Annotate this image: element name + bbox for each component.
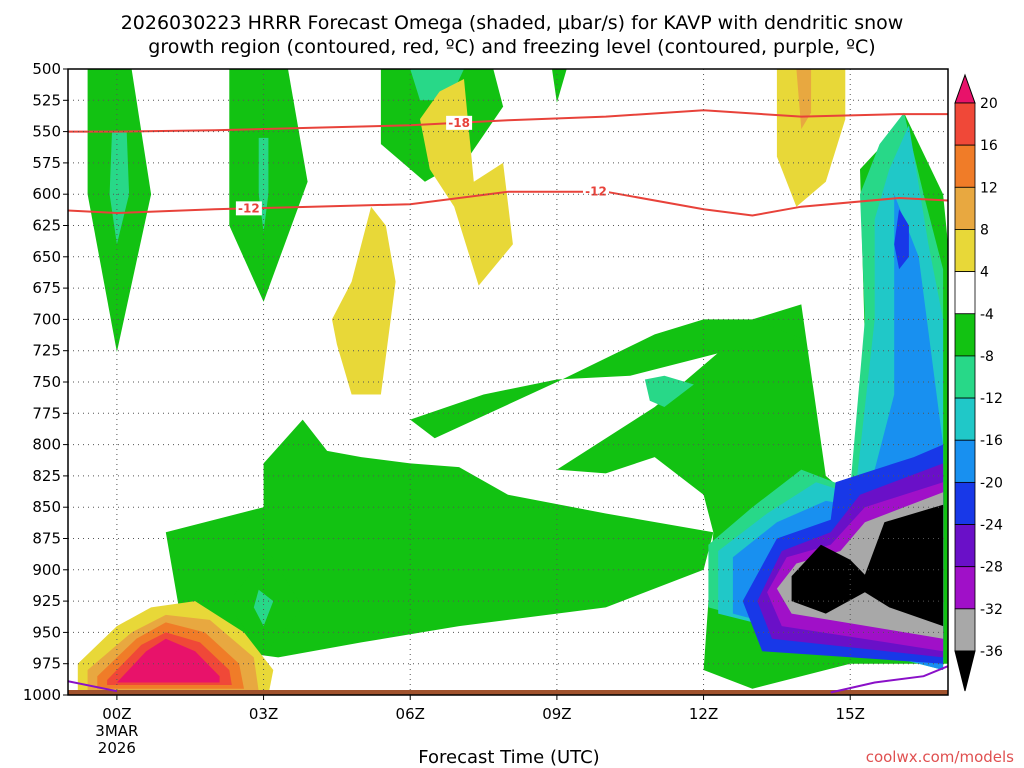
- colorbar-box-8: [954, 439, 976, 483]
- chart-title-line-2: growth region (contoured, red, ºC) and f…: [148, 36, 875, 58]
- colorbar-box-1: [954, 144, 976, 188]
- y-tick-label-675: 675: [32, 279, 61, 297]
- y-tick-label-600: 600: [32, 185, 61, 203]
- contour-label-bg-1: [235, 201, 262, 216]
- y-tick-label-900: 900: [32, 561, 61, 579]
- x-tick-label-12Z: 12Z: [689, 705, 718, 723]
- freezing-level-1: [830, 665, 948, 694]
- x-tick-label-09Z: 09Z: [542, 705, 571, 723]
- colorbar-label-8: 8: [980, 222, 989, 238]
- omega-region-15: [776, 69, 846, 207]
- colorbar-label--24: -24: [980, 518, 1003, 534]
- colorbar-label-12: 12: [980, 180, 998, 196]
- terrain-strip: [68, 690, 948, 695]
- colorbar-label--20: -20: [980, 475, 1003, 491]
- y-tick-label-1000: 1000: [23, 686, 61, 704]
- y-tick-label-950: 950: [32, 623, 61, 641]
- colorbar-label--36: -36: [980, 644, 1003, 660]
- dgz-contour-0: [68, 109, 948, 133]
- omega-region-16: [796, 69, 812, 130]
- contour-label-bg-0: [446, 115, 473, 130]
- omega-region-14: [332, 206, 396, 395]
- y-tick-label-725: 725: [32, 342, 61, 360]
- colorbar-box-11: [954, 566, 976, 610]
- axes: 500 525 550 575 600 625 650 675 700 725 750 775 800 8…: [23, 60, 949, 757]
- colorbar-box-9: [954, 481, 976, 525]
- omega-region-11: [253, 589, 274, 627]
- colorbar-box-2: [954, 186, 976, 230]
- y-tick-label-500: 500: [32, 60, 61, 78]
- colorbar-box-7: [954, 397, 976, 441]
- colorbar-box-10: [954, 524, 976, 568]
- colorbar-box-0: [954, 102, 976, 146]
- colorbar-top-triangle: [954, 73, 976, 104]
- y-tick-label-625: 625: [32, 217, 61, 235]
- y-tick-label-775: 775: [32, 404, 61, 422]
- colorbar-label--4: -4: [980, 307, 994, 323]
- colorbar-label-16: 16: [980, 138, 998, 154]
- credit-link[interactable]: coolwx.com/models: [866, 748, 1014, 766]
- colorbar-label-4: 4: [980, 265, 989, 281]
- colorbar: 20 16 12 8 4 -4 -8 -12 -16 -20 -24 -28 -32 -36: [954, 73, 1003, 692]
- contour-line-group: [68, 109, 948, 694]
- y-tick-label-750: 750: [32, 373, 61, 391]
- omega-region-30: [116, 638, 220, 683]
- y-tick-label-925: 925: [32, 592, 61, 610]
- y-tick-label-575: 575: [32, 154, 61, 172]
- omega-region-13: [420, 79, 513, 286]
- colorbar-bottom-triangle: [954, 650, 976, 692]
- colorbar-label--28: -28: [980, 560, 1003, 576]
- omega-region-25: [791, 504, 944, 627]
- colorbar-label--12: -12: [980, 391, 1003, 407]
- contour-label-2: -12: [585, 185, 607, 199]
- chart-title-line-1: 2026030223 HRRR Forecast Omega (shaded, …: [121, 12, 904, 34]
- omega-region-20: [894, 209, 909, 270]
- y-tick-label-975: 975: [32, 655, 61, 673]
- y-tick-label-875: 875: [32, 530, 61, 548]
- omega-region-1: [109, 131, 130, 245]
- x-tick-label-00Z: 00Z: [102, 705, 131, 723]
- colorbar-box-6: [954, 355, 976, 399]
- x-tick-label-06Z: 06Z: [396, 705, 425, 723]
- colorbar-label--16: -16: [980, 433, 1003, 449]
- contour-label-0: -18: [448, 116, 470, 130]
- freezing-level-0: [68, 680, 118, 693]
- contour-lines: -18 -12 -12: [68, 109, 948, 694]
- x-date-line-1: 2026: [98, 739, 136, 757]
- dgz-contour-1: [68, 190, 948, 217]
- x-tick-label-15Z: 15Z: [836, 705, 865, 723]
- colorbar-box-4: [954, 271, 976, 315]
- y-tick-label-650: 650: [32, 248, 61, 266]
- omega-region-6: [552, 69, 567, 103]
- y-tick-label-550: 550: [32, 123, 61, 141]
- y-tick-label-850: 850: [32, 498, 61, 516]
- x-axis-label: Forecast Time (UTC): [418, 747, 599, 768]
- x-date-line-0: 3MAR: [95, 722, 138, 740]
- y-tick-label-825: 825: [32, 467, 61, 485]
- colorbar-box-12: [954, 608, 976, 652]
- colorbar-box-5: [954, 313, 976, 357]
- colorbar-label--32: -32: [980, 602, 1003, 618]
- y-tick-label-525: 525: [32, 91, 61, 109]
- colorbar-box-3: [954, 229, 976, 273]
- y-tick-label-800: 800: [32, 436, 61, 454]
- contour-label-bg-2: [583, 184, 609, 199]
- contour-label-1: -12: [238, 201, 260, 215]
- y-tick-label-700: 700: [32, 310, 61, 328]
- colorbar-label-20: 20: [980, 96, 998, 112]
- omega-region-12: [644, 375, 694, 407]
- omega-region-2: [229, 69, 308, 302]
- x-tick-label-03Z: 03Z: [249, 705, 278, 723]
- omega-region-8: [165, 419, 714, 658]
- colorbar-label--8: -8: [980, 349, 994, 365]
